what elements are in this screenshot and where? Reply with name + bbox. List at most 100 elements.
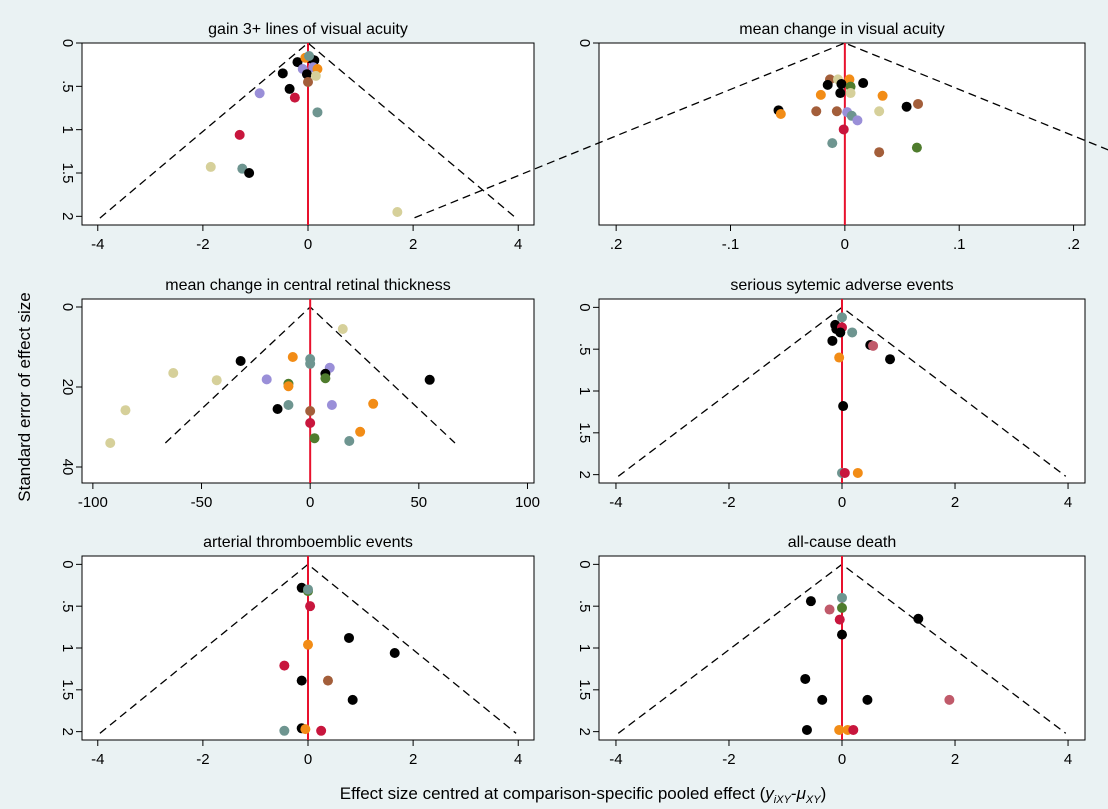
x-tick-label: .2 (610, 236, 623, 253)
data-point (304, 51, 315, 61)
y-tick-label: 0 (59, 560, 76, 568)
data-point (355, 426, 366, 437)
data-point (120, 405, 131, 416)
data-point (303, 77, 313, 87)
data-point (811, 106, 822, 117)
panel-2: mean change in visual acuity .2 -.1 0 .1 .2 0 (414, 21, 1108, 253)
y-tick-label: 40 (59, 459, 76, 476)
data-point (368, 398, 379, 409)
data-point (835, 327, 846, 338)
y-tick-label: 1.5 (59, 163, 76, 184)
x-tick-label: 2 (951, 494, 959, 511)
y-tick-label: 1 (576, 387, 593, 395)
x-axis-label-main: Effect size centred at comparison-specif… (340, 784, 766, 803)
data-point (343, 632, 354, 643)
data-point (827, 138, 838, 149)
data-point (852, 115, 863, 126)
panel-title: mean change in central retinal thickness (165, 277, 451, 294)
data-point (834, 614, 845, 625)
data-point (834, 724, 845, 735)
y-tick-label: 20 (59, 379, 76, 396)
x-tick-label: -2 (196, 236, 209, 253)
data-point (392, 207, 403, 217)
data-point (292, 57, 303, 68)
data-point (337, 324, 348, 334)
data-point (254, 88, 265, 99)
y-tick-label: .5 (576, 600, 593, 613)
data-point (800, 673, 811, 684)
plot-area (81, 298, 535, 484)
panel-5: arterial thromboemblic events -4 -2 0 2 4 0 .5 1… (59, 534, 535, 768)
panel-title: mean change in visual acuity (739, 21, 944, 38)
data-point (801, 724, 812, 735)
data-point (837, 602, 847, 613)
x-tick-label: 0 (838, 494, 846, 511)
data-point (389, 648, 400, 659)
data-point (347, 694, 358, 705)
x-tick-label: 2 (409, 236, 417, 253)
data-point (277, 68, 288, 79)
data-point (289, 92, 300, 103)
panel-6: all-cause death -4 -2 0 2 4 0 .5 1 1.5 2 (576, 534, 1086, 768)
data-point (283, 381, 294, 392)
data-point (805, 596, 816, 607)
data-point (901, 101, 912, 112)
data-point (837, 312, 847, 323)
panel-3: mean change in central retinal thickness… (59, 277, 540, 511)
data-point (913, 98, 924, 109)
data-point (822, 79, 833, 90)
y-tick-label: 0 (59, 303, 76, 311)
data-point (845, 88, 856, 99)
data-point (836, 78, 847, 89)
data-point (824, 604, 835, 615)
data-point (211, 375, 222, 386)
data-point (852, 467, 863, 478)
x-tick-label: 4 (1064, 494, 1072, 511)
data-point (244, 168, 255, 178)
x-tick-label: 0 (841, 236, 849, 253)
data-point (284, 83, 295, 94)
data-point (303, 639, 313, 650)
y-tick-label: 0 (576, 39, 593, 47)
panel-4: serious sytemic adverse events -4 -2 0 2 4 0 .5… (576, 277, 1086, 511)
data-point (837, 629, 847, 640)
data-point (877, 90, 888, 101)
x-tick-label: -100 (78, 494, 108, 511)
data-point (874, 106, 885, 117)
data-point (815, 89, 826, 100)
y-tick-label: 2 (576, 470, 593, 478)
y-tick-label: 1 (59, 644, 76, 652)
data-point (272, 404, 283, 414)
x-axis-label-sub1: iXY (774, 794, 792, 806)
data-point (817, 694, 828, 705)
data-point (848, 724, 859, 735)
x-tick-label: -2 (722, 751, 735, 768)
data-point (838, 401, 849, 412)
y-tick-label: 1.5 (576, 422, 593, 443)
x-tick-label: 4 (1064, 751, 1072, 768)
data-point (287, 352, 298, 362)
data-point (885, 354, 896, 365)
x-axis-label: Effect size centred at comparison-specif… (340, 784, 827, 806)
x-tick-label: 0 (304, 751, 312, 768)
data-point (775, 108, 786, 119)
x-axis-label-mu: μ (796, 784, 807, 803)
y-tick-label: .5 (576, 343, 593, 356)
data-point (305, 418, 316, 428)
x-tick-label: -4 (91, 236, 104, 253)
x-axis-label-close: ) (821, 784, 827, 803)
x-tick-label: 4 (514, 751, 522, 768)
data-point (874, 147, 885, 158)
data-point (834, 352, 845, 363)
x-tick-label: 100 (515, 494, 540, 511)
panel-title: arterial thromboemblic events (203, 534, 413, 551)
data-point (309, 433, 320, 444)
data-point (911, 142, 922, 153)
x-tick-label: -2 (196, 751, 209, 768)
data-point (839, 467, 850, 478)
panel-title: all-cause death (788, 534, 897, 551)
x-tick-label: -4 (91, 751, 104, 768)
y-tick-label: 1.5 (59, 679, 76, 700)
data-point (322, 675, 333, 686)
data-point (305, 406, 316, 416)
